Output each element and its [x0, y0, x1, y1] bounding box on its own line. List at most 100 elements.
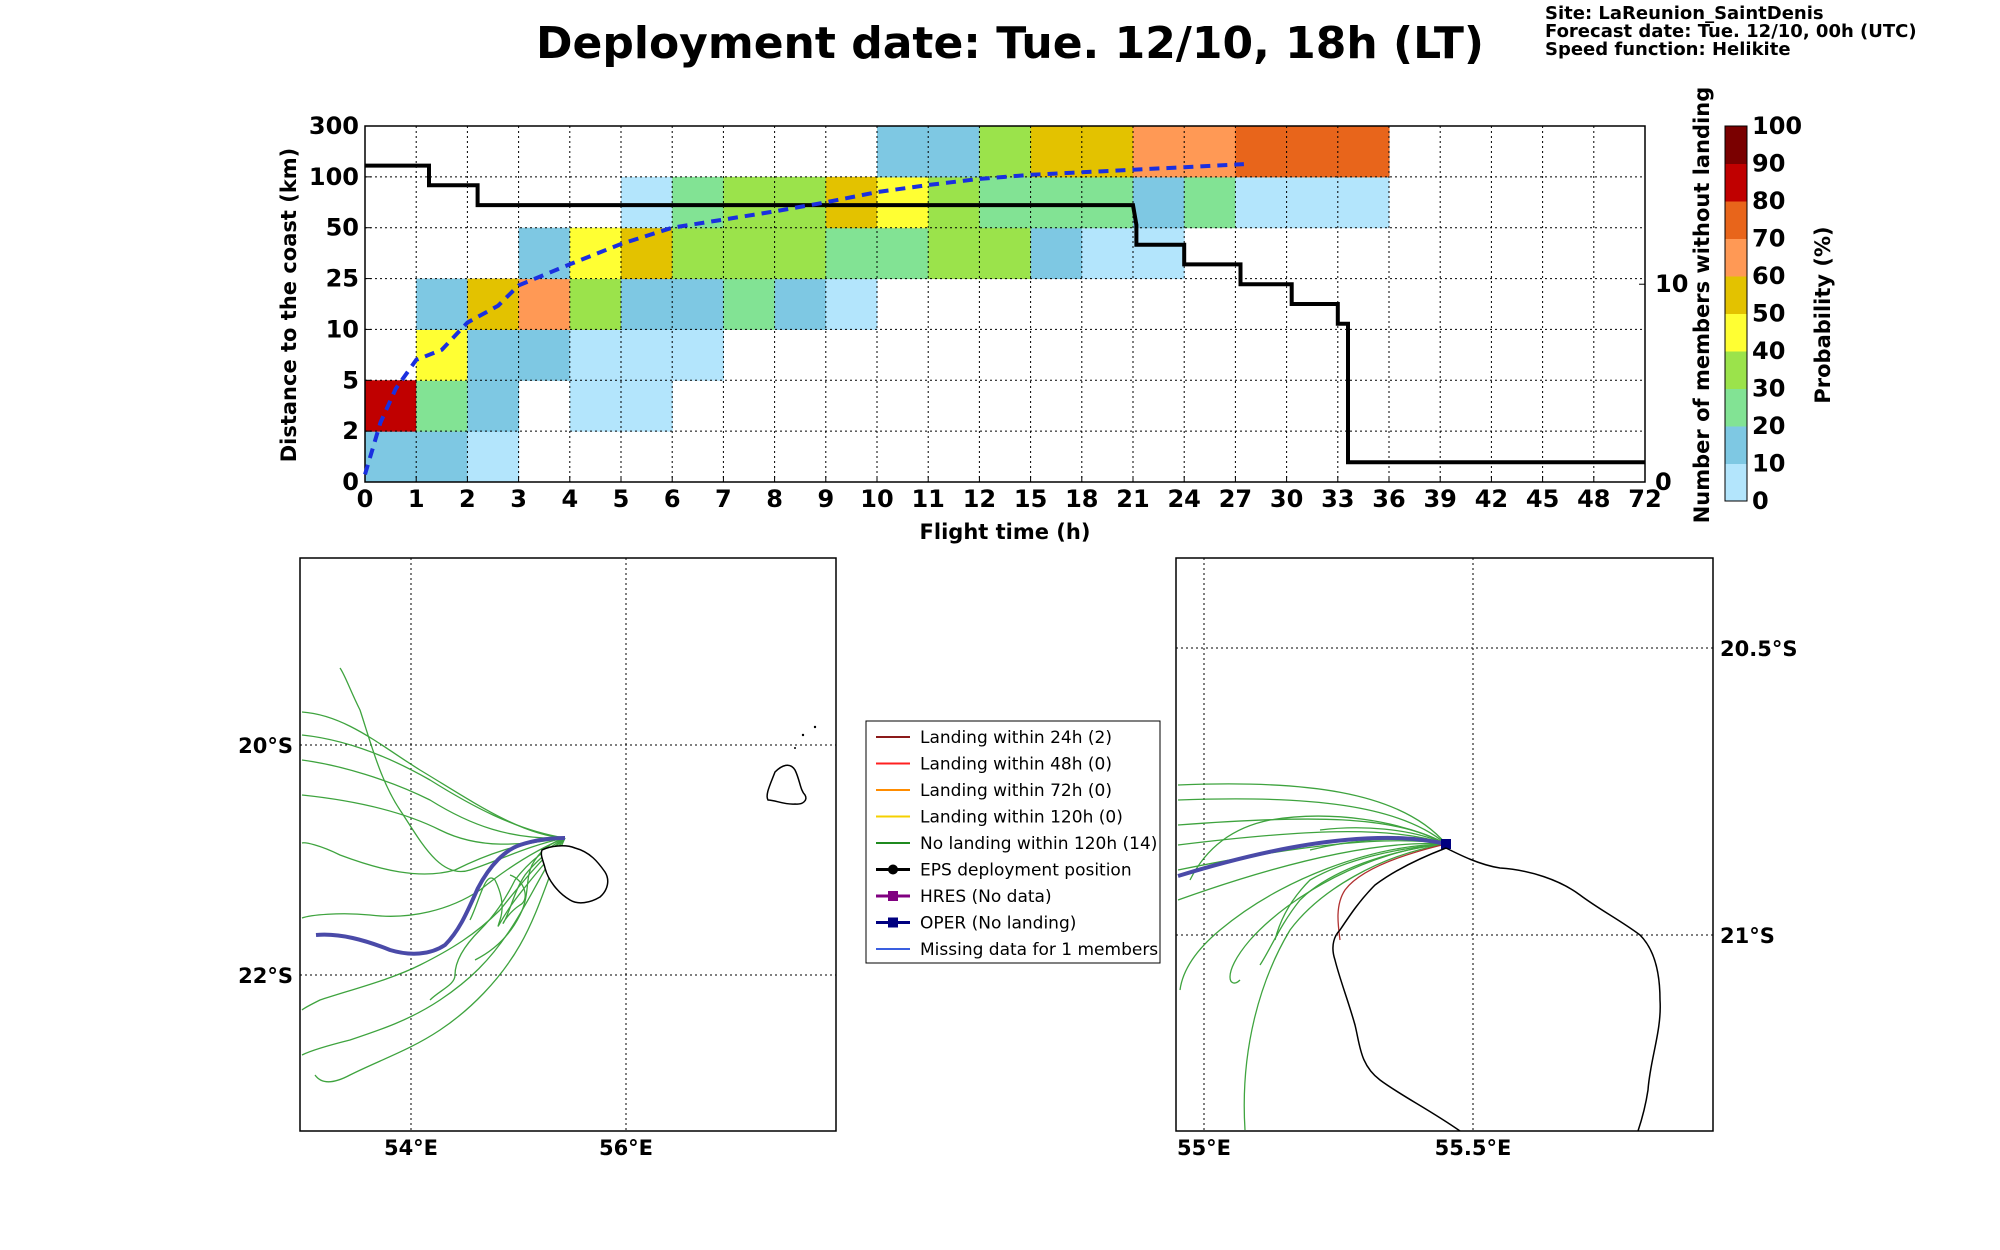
x-tick-label: 5: [613, 485, 630, 513]
heatmap-cell: [979, 126, 1032, 178]
legend-label: No landing within 120h (14): [920, 834, 1157, 854]
speed-function-info: Speed function: Helikite: [1545, 39, 1791, 60]
y-tick-label: 300: [309, 112, 359, 140]
colorbar-tick-label: 20: [1752, 412, 1785, 440]
heatmap-cell: [979, 176, 1032, 229]
mean-distance-line: [363, 162, 1245, 475]
heatmap-cell: [877, 126, 929, 178]
heatmap-cell: [1184, 126, 1236, 178]
x-tick-label: 9: [817, 485, 834, 513]
legend-label: EPS deployment position: [920, 861, 1132, 881]
heatmap-cell: [365, 431, 417, 483]
heatmap-cell: [723, 176, 776, 229]
heatmap-cell: [672, 329, 724, 381]
heatmap-cell: [518, 278, 571, 330]
heatmap-cell: [774, 278, 827, 330]
heatmap-cell: [825, 227, 878, 280]
heatmap-cell: [416, 431, 468, 483]
x-tick-label: 27: [1219, 485, 1252, 513]
heatmap-cell: [569, 329, 622, 381]
figure-title: Deployment date: Tue. 12/10, 18h (LT): [536, 18, 1484, 69]
x-tick-label: 4: [561, 485, 578, 513]
x-tick-label: 21: [1116, 485, 1149, 513]
x-tick-label: 15: [1014, 485, 1047, 513]
heatmap-cell: [1184, 176, 1236, 229]
y2-tick-label: 10: [1655, 270, 1688, 298]
x-tick-label: 8: [766, 485, 783, 513]
y-tick-label: 50: [326, 214, 359, 242]
heatmap-cell: [569, 380, 622, 432]
heatmap-cell: [723, 227, 776, 280]
heatmap-cell: [621, 176, 673, 229]
legend-label: Landing within 24h (2): [920, 728, 1112, 748]
heatmap-cell: [1133, 176, 1185, 229]
x-tick-label: 12: [963, 485, 996, 513]
colorbar-swatch: [1725, 426, 1747, 464]
colorbar-tick-label: 0: [1752, 487, 1769, 515]
heatmap-cell: [1081, 176, 1134, 229]
legend-marker: [888, 864, 898, 875]
x-tick-label: 6: [664, 485, 681, 513]
y2-tick-label: 0: [1655, 468, 1672, 496]
legend-label: Landing within 120h (0): [920, 808, 1123, 828]
heatmap-cell: [365, 380, 417, 432]
heatmap-cell: [621, 278, 673, 330]
heatmap-cell: [518, 227, 571, 280]
members-without-landing-line: [365, 163, 1645, 465]
heatmap-cell: [1081, 227, 1134, 280]
x-tick-label: 7: [715, 485, 732, 513]
colorbar-tick-label: 90: [1752, 150, 1785, 178]
x-tick-label: 1: [408, 485, 425, 513]
heatmap-cell: [518, 329, 571, 381]
heatmap-cell: [1030, 126, 1083, 178]
map-x-tick-label: 56°E: [599, 1136, 653, 1160]
colorbar-tick-label: 100: [1752, 112, 1802, 140]
x-axis-label: Flight time (h): [920, 520, 1091, 544]
heatmap-cell: [467, 380, 520, 432]
legend-label: HRES (No data): [920, 887, 1052, 907]
heatmap-cell: [621, 380, 673, 432]
map-y-tick-label: 21°S: [1720, 924, 1775, 948]
colorbar-swatch: [1725, 351, 1747, 389]
x-tick-label: 45: [1526, 485, 1559, 513]
x-tick-label: 48: [1577, 485, 1610, 513]
y-axis-label: Distance to the coast (km): [277, 148, 301, 463]
heatmap-cell: [569, 278, 622, 330]
heatmap-cell: [1235, 176, 1288, 229]
colorbar-swatch: [1725, 163, 1747, 202]
heatmap-cell: [1235, 126, 1288, 178]
colorbar-swatch: [1725, 201, 1747, 239]
y-tick-label: 2: [342, 417, 359, 445]
legend-label: Landing within 48h (0): [920, 755, 1112, 775]
legend: Landing within 24h (2) Landing within 48h…: [865, 720, 1161, 964]
legend-marker: [888, 891, 898, 901]
colorbar-label: Probability (%): [1811, 226, 1835, 403]
heatmap-cell: [672, 227, 724, 280]
x-tick-label: 30: [1270, 485, 1303, 513]
colorbar: 0 10 20 30 40 50 60 70 80 90 100: [1724, 112, 1802, 515]
map-x-tick-label: 55.5°E: [1435, 1136, 1512, 1160]
map-y-tick-label: 22°S: [238, 964, 293, 988]
heatmap-cell: [1286, 126, 1339, 178]
colorbar-swatch: [1725, 388, 1747, 427]
heatmap-cell: [1337, 176, 1390, 229]
plot-frame: [364, 125, 1646, 483]
heatmap-cell: [416, 278, 468, 330]
y-tick-label: 25: [326, 265, 359, 293]
x-tick-label: 2: [459, 485, 476, 513]
y-tick-label: 0: [342, 468, 359, 496]
heatmap-chart: 0 1 2 3 4 5 6 7 8 9 10 11 12 15 18 21 24 27 30 33 36 39 42 45 48…: [309, 112, 1689, 513]
x-tick-label: 10: [860, 485, 893, 513]
heatmap-cell: [723, 278, 776, 330]
legend-label: OPER (No landing): [920, 914, 1076, 934]
map-x-tick-label: 54°E: [384, 1136, 438, 1160]
heatmap-cell: [825, 278, 878, 330]
x-tick-label: 33: [1321, 485, 1354, 513]
colorbar-swatch: [1725, 276, 1747, 314]
heatmap-cell: [621, 329, 673, 381]
heatmap-cell: [1286, 176, 1339, 229]
heatmap-cell: [1030, 227, 1083, 280]
forecast-date-info: Forecast date: Tue. 12/10, 00h (UTC): [1545, 21, 1917, 42]
colorbar-swatch: [1725, 126, 1747, 164]
heatmap-cell: [928, 126, 980, 178]
